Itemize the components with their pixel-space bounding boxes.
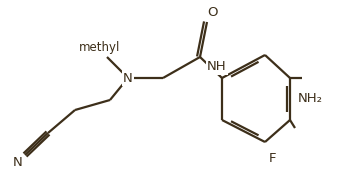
- Text: N: N: [123, 71, 133, 84]
- Text: NH₂: NH₂: [298, 92, 322, 105]
- Text: NH: NH: [207, 60, 227, 74]
- Text: F: F: [268, 152, 276, 164]
- Text: methyl: methyl: [79, 40, 121, 53]
- Text: O: O: [207, 6, 217, 19]
- Text: N: N: [13, 156, 23, 169]
